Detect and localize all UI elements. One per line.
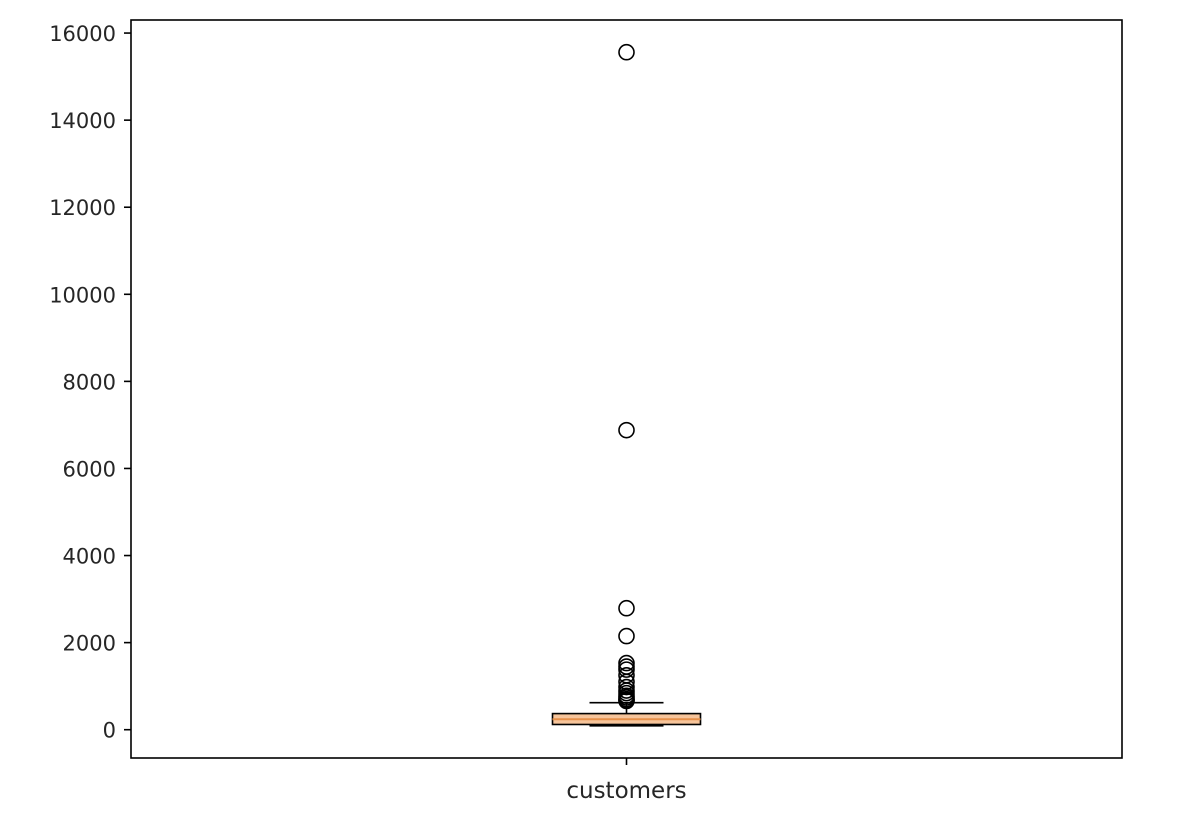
y-tick-label: 4000 [63,545,116,569]
y-tick-label: 12000 [49,196,116,220]
y-tick-label: 2000 [63,632,116,656]
y-tick-label: 14000 [49,109,116,133]
plot-frame [130,19,1123,759]
y-tick-label: 6000 [63,457,116,481]
y-axis: 0 2000 4000 6000 8000 10000 12000 14000 16000 [49,22,131,743]
outlier-point [618,599,635,617]
outlier-point [618,661,635,678]
outlier-point [618,43,635,61]
x-axis: customers [566,758,687,804]
outlier-point [618,692,635,710]
x-tick-label: customers [566,778,686,804]
outlier-point [618,421,635,439]
y-tick-label: 0 [103,719,116,743]
chart-marks [551,43,702,727]
outlier-point [618,627,635,645]
y-tick-label: 10000 [49,283,116,307]
y-tick-label: 16000 [49,22,116,46]
y-tick-label: 8000 [63,370,116,394]
plot-background [131,20,1122,758]
